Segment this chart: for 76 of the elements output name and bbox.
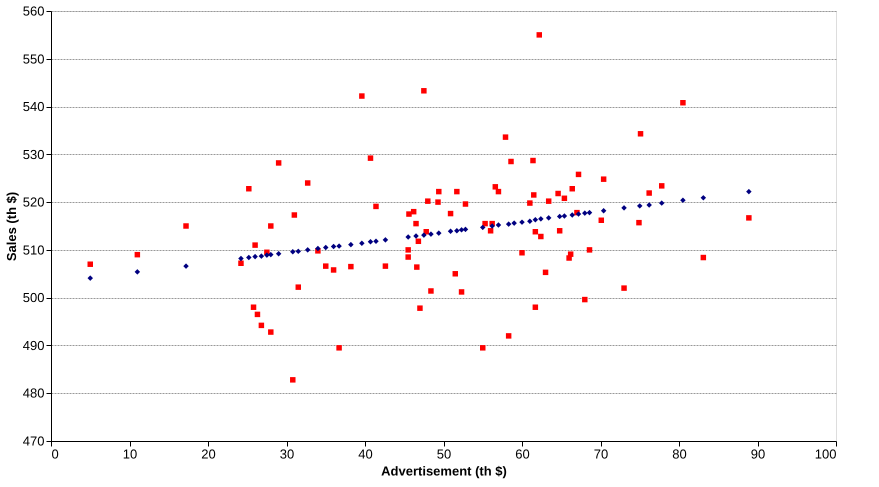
point xyxy=(600,208,606,214)
x-tick-label: 10 xyxy=(122,446,138,462)
y-tick-label: 510 xyxy=(22,242,44,258)
point xyxy=(413,233,419,239)
point xyxy=(646,202,652,208)
point xyxy=(538,216,544,222)
y-tick-label: 530 xyxy=(22,146,44,162)
point xyxy=(296,248,302,254)
point xyxy=(637,203,642,209)
x-tick-label: 50 xyxy=(436,446,452,462)
point xyxy=(582,210,588,216)
y-tick-label: 490 xyxy=(22,338,44,353)
x-tick-label: 100 xyxy=(814,446,836,462)
point xyxy=(621,205,627,211)
point xyxy=(88,275,93,281)
point xyxy=(134,269,140,275)
point xyxy=(458,227,464,233)
x-tick-label: 80 xyxy=(672,446,687,462)
point xyxy=(258,253,264,259)
point xyxy=(421,232,427,238)
point xyxy=(268,252,274,258)
x-tick-label: 70 xyxy=(594,446,608,462)
point xyxy=(562,213,568,219)
x-tick-label: 90 xyxy=(750,446,766,462)
point xyxy=(586,210,592,216)
point xyxy=(700,195,706,201)
y-tick-label: 540 xyxy=(22,99,44,114)
point xyxy=(680,197,686,203)
point xyxy=(405,234,411,240)
y-tick-label: 480 xyxy=(22,386,44,401)
x-tick-label: 40 xyxy=(358,446,373,462)
point xyxy=(330,244,336,250)
x-axis-title: Advertisement (th $) xyxy=(381,464,507,478)
point xyxy=(382,237,388,243)
point xyxy=(448,228,454,234)
point xyxy=(276,250,282,256)
x-tick-label: 30 xyxy=(280,446,294,462)
point xyxy=(183,263,189,269)
y-tick-label: 520 xyxy=(22,194,44,210)
x-tick-label: 20 xyxy=(201,446,216,462)
y-tick-label: 470 xyxy=(22,434,44,448)
point xyxy=(264,252,270,258)
y-axis-title: Sales (th $) xyxy=(4,192,19,262)
x-tick-label: 0 xyxy=(52,446,59,462)
y-tick-label: 560 xyxy=(22,4,44,18)
point xyxy=(519,219,525,225)
point xyxy=(546,215,552,221)
point xyxy=(336,243,342,249)
point xyxy=(315,246,321,252)
point xyxy=(511,220,517,226)
point xyxy=(368,239,374,245)
point xyxy=(746,188,752,194)
point xyxy=(658,200,664,206)
x-tick-label: 60 xyxy=(515,446,530,462)
point xyxy=(506,221,512,227)
point xyxy=(246,254,252,260)
point xyxy=(532,217,538,223)
point xyxy=(570,212,575,218)
y-tick-label: 550 xyxy=(22,51,44,66)
y-tick-label: 500 xyxy=(22,290,44,306)
point xyxy=(454,228,460,234)
point xyxy=(527,218,533,224)
point xyxy=(428,231,434,237)
point xyxy=(496,222,502,228)
point xyxy=(304,247,310,253)
point xyxy=(359,240,365,246)
point xyxy=(373,238,379,244)
point xyxy=(462,226,468,232)
point xyxy=(436,230,442,236)
point xyxy=(489,223,495,229)
point xyxy=(556,214,562,220)
point xyxy=(238,256,244,262)
point xyxy=(480,224,486,230)
point xyxy=(252,254,258,260)
point xyxy=(290,249,296,255)
point xyxy=(348,242,354,248)
